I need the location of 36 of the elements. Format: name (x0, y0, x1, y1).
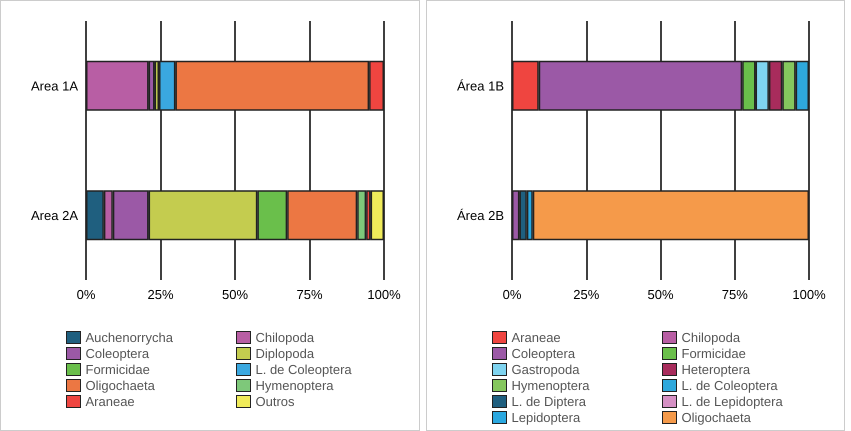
y-tick-label: Área 1B (457, 78, 504, 94)
y-tick-label: Area 1A (31, 78, 78, 94)
legend-label: Araneae (86, 394, 135, 409)
legend-label: L. de Coleoptera (682, 378, 778, 393)
y-tick-label: Area 2A (31, 208, 78, 223)
x-tick-label: 100% (792, 287, 826, 302)
x-tick-label: 75% (722, 287, 748, 302)
x-tick-label: 50% (647, 287, 674, 302)
legend-label: Auchenorrycha (86, 330, 174, 345)
x-tick-label: 25% (573, 287, 600, 302)
legend-label: Araneae (512, 330, 561, 345)
legend-label: Diplopoda (256, 346, 315, 361)
legend-label: Chilopoda (256, 330, 315, 345)
legend-label: Coleoptera (512, 346, 576, 361)
legend-label: Oligochaeta (682, 410, 752, 425)
legend-label: L. de Lepidoptera (682, 394, 784, 409)
legend-label: L. de Coleoptera (256, 362, 352, 377)
x-tick-label: 75% (296, 287, 323, 302)
legend-label: Chilopoda (682, 330, 741, 345)
x-tick-label: 0% (502, 287, 522, 302)
legend-label: Formicidae (682, 346, 746, 361)
legend-label: Lepidoptera (512, 410, 581, 425)
x-tick-label: 50% (222, 287, 248, 302)
x-tick-label: 25% (147, 287, 174, 302)
legend-label: Oligochaeta (86, 378, 156, 393)
legend-label: Heteroptera (682, 362, 751, 377)
legend-label: Coleoptera (86, 346, 150, 361)
x-tick-label: 0% (76, 287, 96, 302)
legend-label: Gastropoda (512, 362, 580, 377)
legend-label: Outros (256, 394, 296, 409)
legend-label: Hymenoptera (256, 378, 334, 393)
y-tick-label: Área 2B (457, 208, 504, 223)
x-tick-label: 100% (367, 287, 402, 302)
legend-label: Formicidae (86, 362, 150, 377)
legend-label: L. de Diptera (512, 394, 587, 409)
legend-label: Hymenoptera (512, 378, 590, 393)
